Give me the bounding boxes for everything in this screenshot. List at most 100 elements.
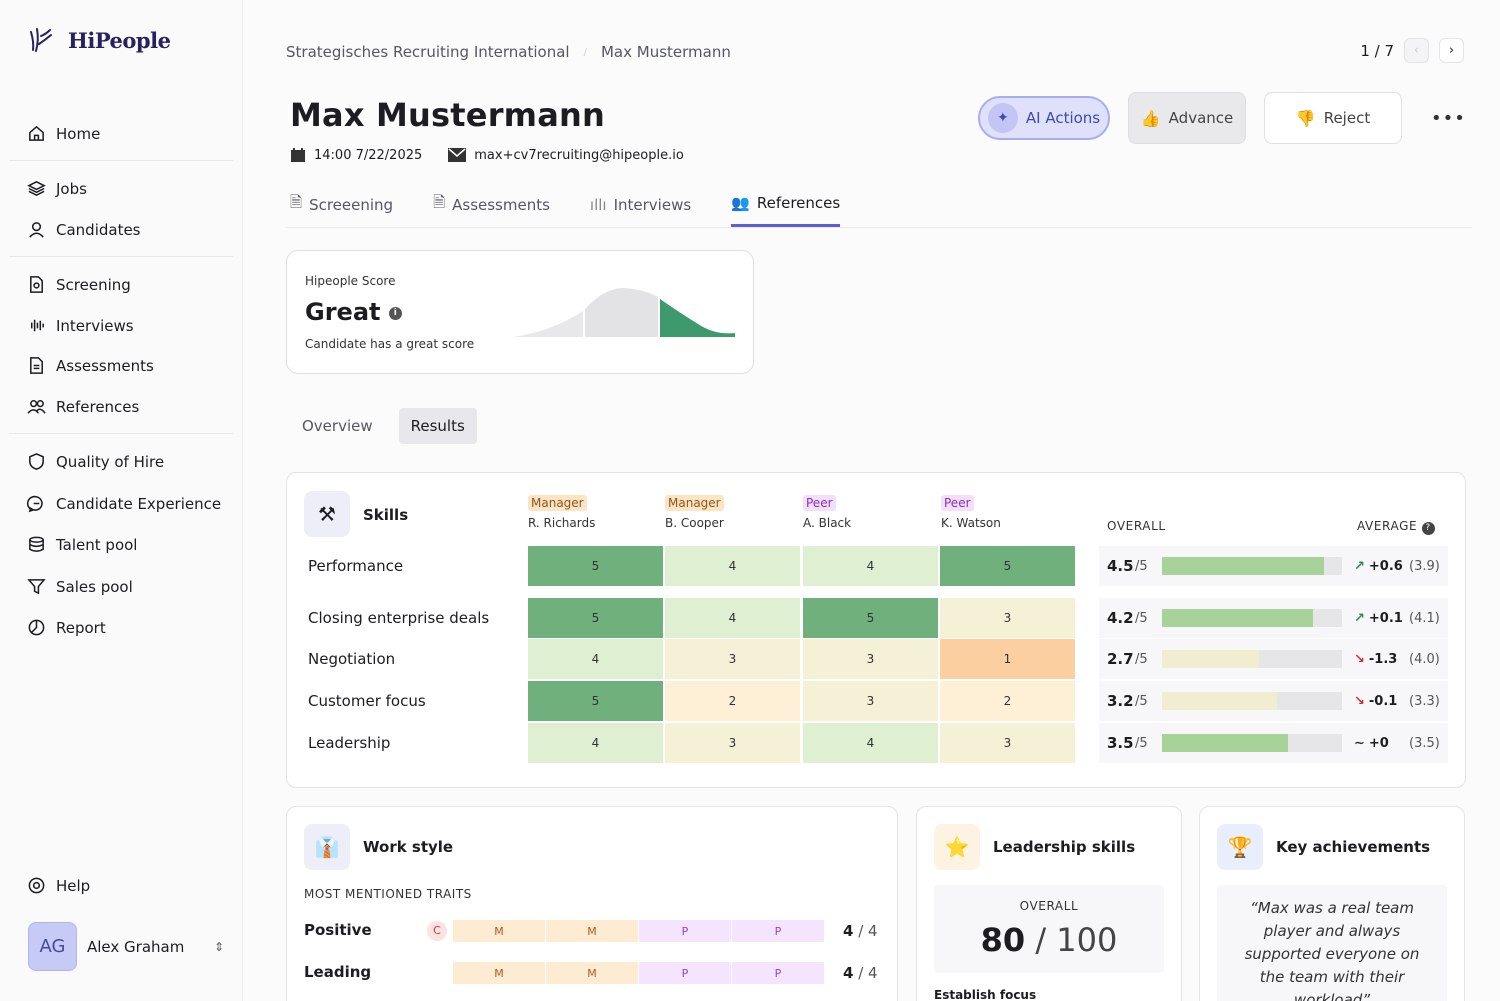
chevron-up-down-icon: ⇕ [213,939,224,954]
score-value-text: Great [305,298,381,326]
delta-text: -0.1 [1368,693,1398,709]
nav-help[interactable]: Help [27,876,90,895]
leadership-score-box: OVERALL 80 / 100 [934,885,1164,973]
advance-button[interactable]: 👍 Advance [1128,92,1246,144]
tab-divider [286,227,1472,228]
nav-quality-label: Quality of Hire [56,452,165,471]
overall-max: /5 [1135,558,1148,574]
nav-sales-pool[interactable]: Sales pool [27,577,133,596]
nav-candidates-label: Candidates [56,220,141,239]
nav-interviews[interactable]: Interviews [27,316,134,335]
score-label: Hipeople Score [305,274,396,288]
nav-screening-label: Screening [56,275,131,294]
document-search-icon [30,276,43,293]
delta-value: ↘ -1.3 [1354,652,1397,667]
trait-label: Leading [304,963,372,981]
tab-assessments[interactable]: 🗎 Assessments [433,192,550,227]
breadcrumb: Strategisches Recruiting International /… [286,43,731,61]
ai-actions-button[interactable]: ✦ AI Actions [978,96,1110,140]
user-menu[interactable]: AG Alex Graham ⇕ [28,922,224,971]
sidebar: HiPeople Home Jobs Candidates Screening … [0,0,243,1001]
nav-divider [9,160,233,161]
subtab-overview[interactable]: Overview [302,417,373,435]
nav-talent-pool[interactable]: Talent pool [27,535,137,554]
leadership-skills-card: ⭐ Leadership skills OVERALL 80 / 100 Est… [916,806,1182,1001]
score-cell: 5 [940,546,1075,586]
referee-name: K. Watson [941,516,1001,530]
score-cell: 3 [665,723,800,763]
delta-value: ↘ -0.1 [1354,694,1397,709]
nav-assessments[interactable]: Assessments [27,356,154,375]
document-icon: 🗎 [433,193,446,211]
delta-text: -1.3 [1368,651,1398,667]
tab-screening-label: Screeening [309,195,394,214]
overall-bar [1162,692,1342,710]
overall-score: 2.7/5 ↘ -1.3 (4.0) [1099,639,1448,679]
nav-home[interactable]: Home [27,124,100,143]
score-cell: 5 [528,681,663,721]
nav-candidate-experience[interactable]: Candidate Experience [27,494,221,513]
score-cell: 4 [528,723,663,763]
trait-chip: M [546,920,638,942]
trend-icon: ↗ [1354,610,1365,626]
achievement-quote: “Max was a real team player and always s… [1217,885,1447,1001]
breadcrumb-job[interactable]: Strategisches Recruiting International [286,43,570,61]
trait-count-total: / 4 [858,964,878,982]
lifebuoy-icon [28,877,45,894]
referee-role: Manager [665,495,724,511]
layers-icon [27,181,46,196]
nav-screening[interactable]: Screening [27,275,131,294]
skills-card: ⚒ Skills Manager R. Richards Manager B. Co… [286,472,1466,788]
more-options-icon[interactable]: ••• [1431,108,1466,129]
user-icon [29,222,44,238]
nav-talent-label: Talent pool [56,535,138,554]
score-cell: 2 [940,681,1075,721]
score-cell: 5 [528,546,663,586]
trait-chip: M [453,962,545,984]
trend-icon: ↘ [1354,693,1365,709]
overall-max: /5 [1135,693,1148,709]
waveform-icon: ıllı [589,195,607,214]
info-icon[interactable]: i [388,306,402,320]
nav-candidates[interactable]: Candidates [27,220,141,239]
prev-icon[interactable]: ‹ [1404,38,1429,63]
candidate-email[interactable]: max+cv7recruiting@hipeople.io [448,147,684,163]
logo[interactable]: HiPeople [28,26,171,54]
tab-interviews[interactable]: ıllı Interviews [590,192,691,227]
score-cell: 3 [940,723,1075,763]
database-icon [29,536,44,552]
score-cell: 2 [665,681,800,721]
score-cell: 4 [803,723,938,763]
trend-icon: ↘ [1354,651,1365,667]
datetime-text: 14:00 7/22/2025 [314,147,423,163]
nav-references[interactable]: References [27,397,139,416]
tab-references-label: References [756,194,841,212]
trend-icon: ∼ [1354,735,1365,751]
trait-label: Positive [304,921,372,939]
overall-bar [1162,734,1342,752]
reject-button[interactable]: 👎 Reject [1264,92,1402,144]
overall-bar [1162,650,1342,668]
overall-bar [1162,609,1342,627]
referee-role: Peer [941,495,974,511]
tools-icon: ⚒ [304,491,350,537]
nav-report-label: Report [56,618,106,637]
next-icon[interactable]: › [1439,38,1464,63]
tab-references[interactable]: 👥 References [731,192,841,227]
subtab-results[interactable]: Results [398,408,477,444]
score-cell: 3 [803,639,938,679]
nav-help-label: Help [56,876,91,895]
shield-icon [29,453,44,470]
skills-title: Skills [363,506,409,524]
leadership-score-max: / 100 [1035,921,1118,959]
key-achievements-card: 🏆 Key achievements “Max was a real team … [1199,806,1465,1001]
nav-jobs[interactable]: Jobs [27,179,87,198]
nav-report[interactable]: Report [27,618,106,637]
traits-subtitle: MOST MENTIONED TRAITS [304,887,472,901]
help-icon[interactable]: ? [1421,522,1435,535]
tab-screening[interactable]: 🗎 Screeening [290,192,393,227]
candidate-tabs: 🗎 Screeening 🗎 Assessments ıllı Interviews … [290,192,841,227]
nav-quality-of-hire[interactable]: Quality of Hire [27,452,164,471]
trait-chip: P [639,962,731,984]
trait-count: 4 / 4 [843,964,878,982]
